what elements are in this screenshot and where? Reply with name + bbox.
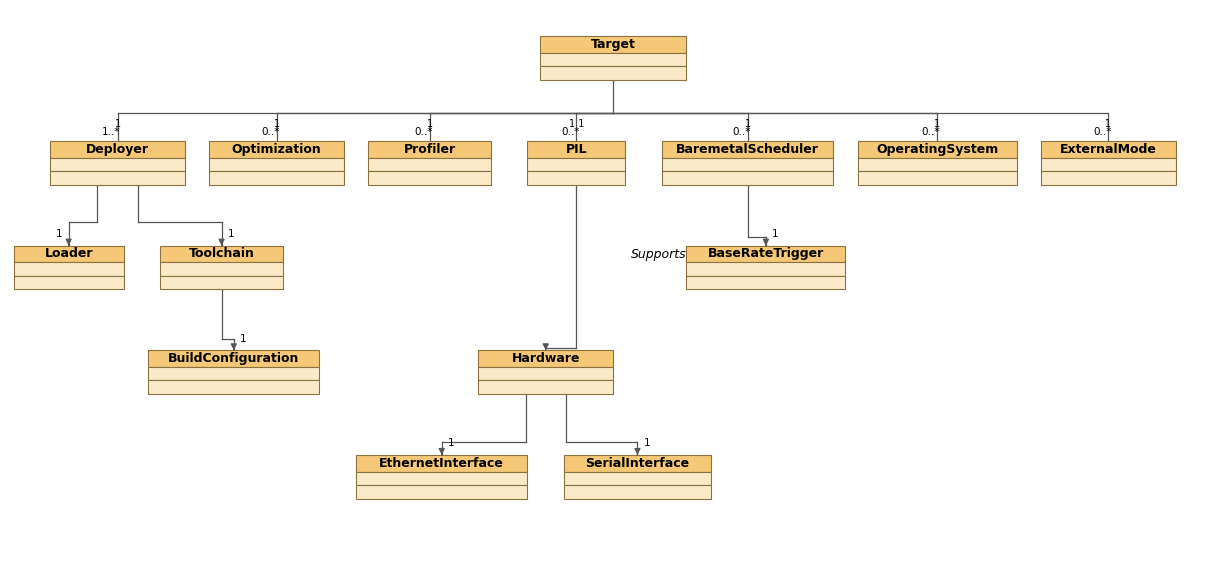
- FancyBboxPatch shape: [527, 158, 625, 171]
- Text: 1: 1: [772, 229, 779, 239]
- Text: 1: 1: [644, 438, 650, 448]
- FancyBboxPatch shape: [50, 158, 185, 171]
- FancyBboxPatch shape: [539, 53, 687, 66]
- Text: PIL: PIL: [565, 142, 587, 156]
- FancyBboxPatch shape: [539, 36, 687, 53]
- FancyBboxPatch shape: [858, 141, 1016, 158]
- Text: BaseRateTrigger: BaseRateTrigger: [707, 247, 824, 260]
- Text: 1: 1: [228, 229, 234, 239]
- Text: 1: 1: [744, 119, 750, 129]
- FancyBboxPatch shape: [210, 158, 343, 171]
- Text: 1: 1: [240, 334, 246, 344]
- FancyBboxPatch shape: [687, 246, 846, 262]
- FancyBboxPatch shape: [161, 246, 283, 262]
- FancyBboxPatch shape: [368, 141, 490, 158]
- FancyBboxPatch shape: [564, 471, 711, 485]
- Text: 1: 1: [934, 119, 940, 129]
- FancyBboxPatch shape: [478, 367, 613, 380]
- FancyBboxPatch shape: [858, 171, 1016, 185]
- FancyBboxPatch shape: [662, 171, 834, 185]
- FancyBboxPatch shape: [478, 350, 613, 367]
- Text: 1: 1: [447, 438, 455, 448]
- Text: 0..*: 0..*: [562, 127, 580, 136]
- Text: Supports: Supports: [631, 248, 687, 261]
- Text: Optimization: Optimization: [232, 142, 321, 156]
- FancyBboxPatch shape: [13, 275, 124, 289]
- FancyBboxPatch shape: [356, 471, 527, 485]
- Text: Target: Target: [591, 38, 635, 51]
- FancyBboxPatch shape: [368, 171, 490, 185]
- Text: 1..*: 1..*: [102, 127, 120, 136]
- FancyBboxPatch shape: [50, 141, 185, 158]
- FancyBboxPatch shape: [1041, 171, 1176, 185]
- FancyBboxPatch shape: [527, 171, 625, 185]
- Text: 1: 1: [427, 119, 433, 129]
- Text: 1: 1: [273, 119, 280, 129]
- FancyBboxPatch shape: [356, 455, 527, 471]
- Text: BuildConfiguration: BuildConfiguration: [168, 352, 299, 365]
- Text: 1 1: 1 1: [569, 119, 584, 129]
- FancyBboxPatch shape: [148, 380, 320, 394]
- FancyBboxPatch shape: [13, 262, 124, 275]
- FancyBboxPatch shape: [13, 246, 124, 262]
- FancyBboxPatch shape: [478, 380, 613, 394]
- FancyBboxPatch shape: [50, 171, 185, 185]
- FancyBboxPatch shape: [564, 455, 711, 471]
- Text: Hardware: Hardware: [511, 352, 580, 365]
- Text: 1: 1: [56, 229, 63, 239]
- FancyBboxPatch shape: [210, 171, 343, 185]
- FancyBboxPatch shape: [210, 141, 343, 158]
- FancyBboxPatch shape: [161, 275, 283, 289]
- FancyBboxPatch shape: [564, 485, 711, 499]
- FancyBboxPatch shape: [1041, 141, 1176, 158]
- FancyBboxPatch shape: [148, 367, 320, 380]
- Text: 0..*: 0..*: [414, 127, 433, 136]
- Text: 1: 1: [1106, 119, 1112, 129]
- Text: SerialInterface: SerialInterface: [585, 457, 689, 470]
- FancyBboxPatch shape: [368, 158, 490, 171]
- Text: Deployer: Deployer: [86, 142, 150, 156]
- FancyBboxPatch shape: [662, 158, 834, 171]
- FancyBboxPatch shape: [539, 66, 687, 80]
- Text: 1: 1: [114, 119, 120, 129]
- Text: Loader: Loader: [44, 247, 93, 260]
- FancyBboxPatch shape: [687, 262, 846, 275]
- Text: BaremetalScheduler: BaremetalScheduler: [676, 142, 819, 156]
- FancyBboxPatch shape: [527, 141, 625, 158]
- Text: 0..*: 0..*: [1094, 127, 1112, 136]
- Text: 0..*: 0..*: [732, 127, 750, 136]
- Text: EthernetInterface: EthernetInterface: [379, 457, 504, 470]
- FancyBboxPatch shape: [161, 262, 283, 275]
- Text: OperatingSystem: OperatingSystem: [877, 142, 998, 156]
- FancyBboxPatch shape: [148, 350, 320, 367]
- Text: 0..*: 0..*: [261, 127, 280, 136]
- Text: Profiler: Profiler: [403, 142, 456, 156]
- Text: Toolchain: Toolchain: [189, 247, 255, 260]
- Text: ExternalMode: ExternalMode: [1060, 142, 1157, 156]
- FancyBboxPatch shape: [1041, 158, 1176, 171]
- FancyBboxPatch shape: [356, 485, 527, 499]
- FancyBboxPatch shape: [662, 141, 834, 158]
- Text: 0..*: 0..*: [922, 127, 940, 136]
- FancyBboxPatch shape: [858, 158, 1016, 171]
- FancyBboxPatch shape: [687, 275, 846, 289]
